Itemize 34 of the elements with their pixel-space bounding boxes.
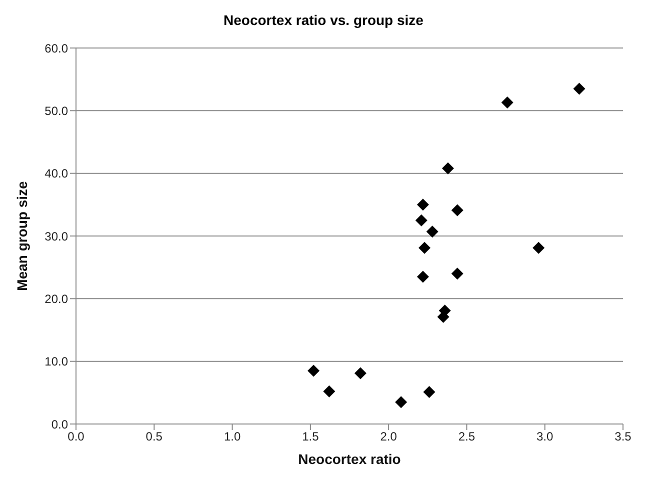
- point: [501, 96, 514, 109]
- y-tick-label: 50.0: [44, 104, 68, 118]
- point: [418, 242, 431, 254]
- y-tick-label: 60.0: [44, 41, 68, 56]
- x-axis-title: Neocortex ratio: [298, 451, 401, 467]
- x-tick-label: 1.0: [224, 430, 241, 444]
- x-tick-label: 0.0: [68, 430, 85, 444]
- point: [416, 270, 429, 283]
- x-tick-label: 3.5: [614, 430, 632, 444]
- x-tick-label: 2.5: [458, 430, 476, 444]
- point: [416, 198, 429, 211]
- point: [354, 367, 366, 380]
- point: [415, 214, 428, 226]
- y-tick-label: 20.0: [44, 292, 68, 306]
- x-tick-label: 2.0: [380, 430, 398, 444]
- point: [451, 204, 464, 216]
- x-tick-label: 0.5: [146, 430, 163, 444]
- point: [423, 386, 436, 398]
- point: [323, 385, 336, 398]
- y-tick-label: 10.0: [44, 354, 68, 369]
- point: [532, 242, 545, 254]
- y-tick-label: 40.0: [44, 166, 68, 181]
- point: [426, 226, 438, 238]
- x-tick-label: 3.0: [536, 430, 554, 444]
- y-tick-label: 0.0: [51, 417, 68, 432]
- chart-title: Neocortex ratio vs. group size: [222, 11, 424, 30]
- y-tick-label: 30.0: [44, 229, 68, 244]
- y-axis-title: Mean group size: [14, 180, 30, 291]
- point: [395, 396, 408, 408]
- point: [451, 268, 464, 280]
- point: [442, 162, 454, 174]
- x-tick-label: 1.5: [302, 430, 320, 444]
- point: [308, 364, 320, 377]
- point: [573, 82, 586, 95]
